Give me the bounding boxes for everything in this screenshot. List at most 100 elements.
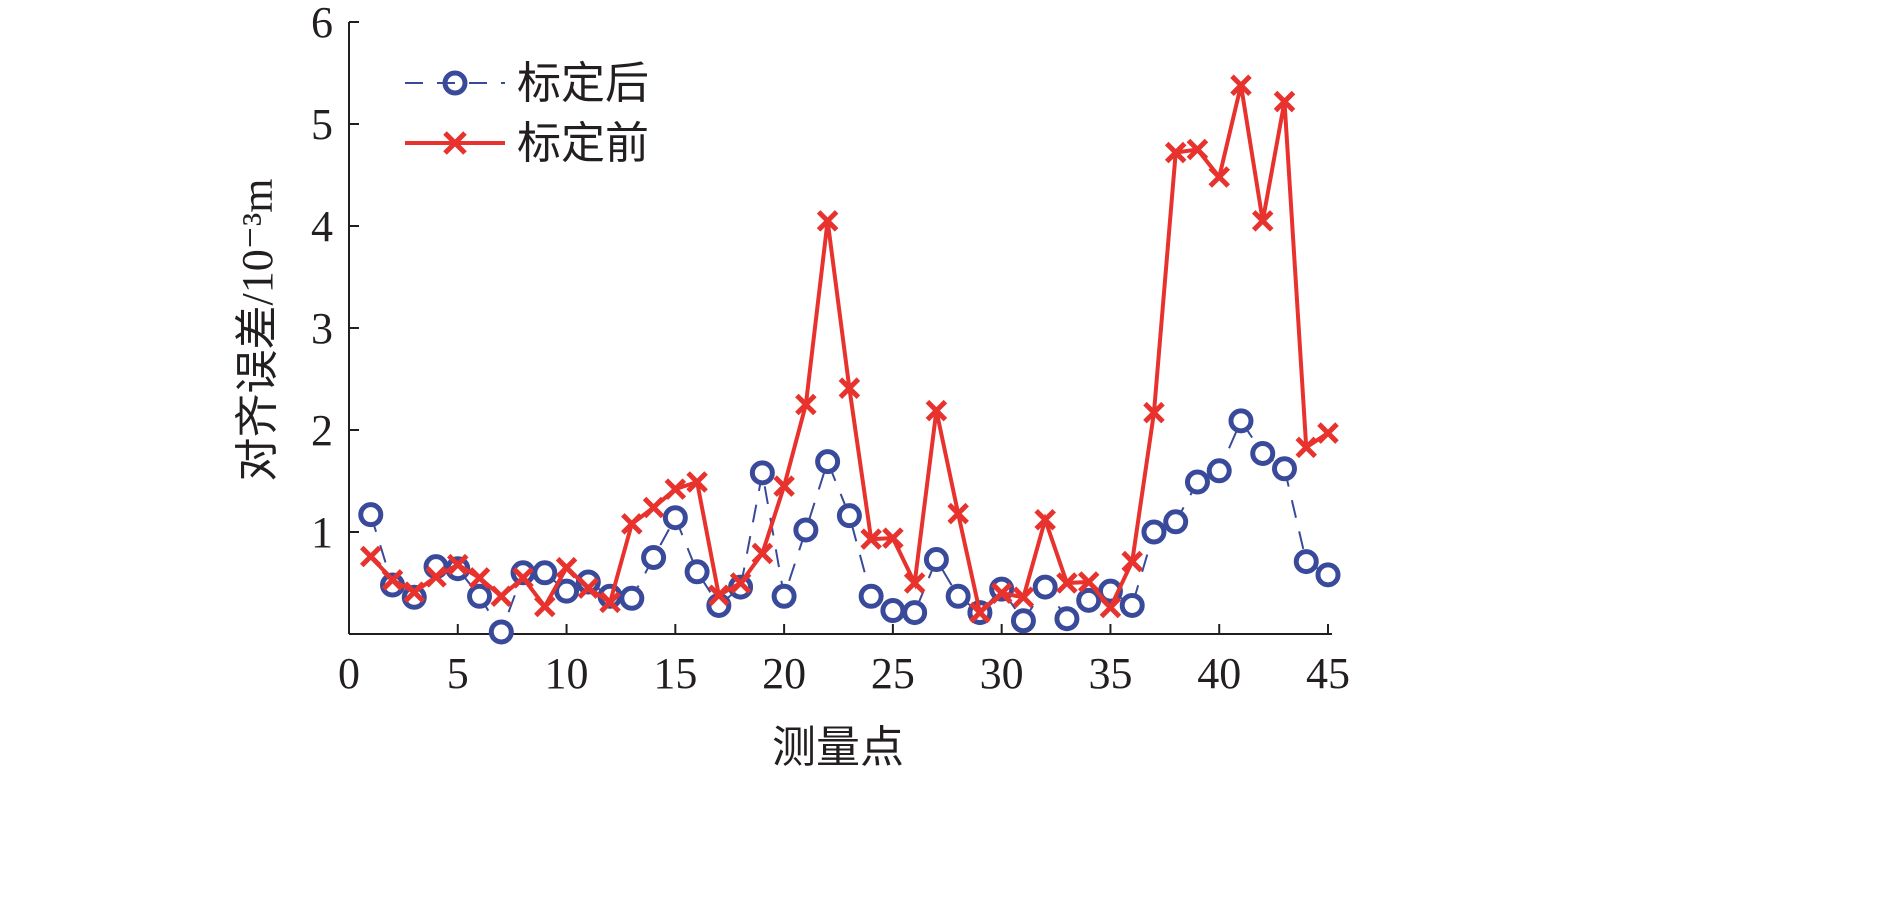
series-before: [359, 74, 1339, 624]
data-point: [447, 553, 469, 576]
legend-marker-circle: [442, 70, 468, 96]
data-point: [534, 595, 556, 618]
data-point: [359, 545, 382, 568]
data-point: [902, 600, 928, 626]
data-point: [815, 449, 841, 475]
legend-item-after: 标定后: [405, 59, 649, 108]
data-point: [1295, 436, 1318, 459]
x-tick-label: 15: [653, 649, 697, 698]
data-point: [836, 503, 862, 529]
legend-marker-x: [443, 131, 467, 155]
data-point: [381, 569, 404, 591]
data-point: [403, 581, 426, 603]
data-point: [619, 585, 645, 611]
data-point: [575, 569, 601, 595]
data-point: [1032, 574, 1058, 600]
data-point: [1034, 508, 1056, 531]
y-tick-label: 1: [311, 508, 333, 557]
data-point: [858, 583, 884, 609]
data-point: [488, 619, 514, 645]
data-point: [1250, 440, 1276, 466]
data-point: [925, 399, 948, 422]
data-point: [401, 584, 427, 610]
data-point: [664, 478, 687, 500]
data-point: [358, 502, 384, 528]
x-tick-label: 5: [447, 649, 469, 698]
data-point: [708, 584, 730, 607]
x-tick-label: 40: [1197, 649, 1241, 698]
data-point: [880, 598, 906, 624]
data-point: [1012, 586, 1035, 609]
y-tick-label: 6: [311, 0, 333, 47]
data-point: [1054, 606, 1080, 632]
data-point: [969, 601, 991, 624]
data-point: [793, 517, 819, 543]
legend-label-after: 标定后: [517, 59, 649, 108]
data-point: [882, 527, 904, 549]
data-point: [795, 393, 817, 416]
data-point: [751, 542, 774, 565]
data-point: [1141, 519, 1167, 545]
data-point: [532, 560, 558, 586]
data-point: [947, 502, 969, 525]
data-point: [1251, 210, 1274, 232]
data-point: [512, 567, 534, 589]
data-point: [771, 583, 797, 609]
data-point: [1163, 509, 1189, 535]
data-point: [642, 496, 665, 519]
data-point: [1184, 469, 1210, 495]
data-point: [923, 547, 949, 573]
x-tick-label: 45: [1306, 649, 1350, 698]
data-point: [662, 505, 688, 531]
y-axis-label: 对齐误差/10⁻³m: [233, 179, 282, 482]
data-point: [1164, 141, 1187, 164]
x-axis-label: 测量点: [772, 723, 904, 772]
data-point: [945, 583, 971, 609]
data-point: [1010, 608, 1036, 634]
y-tick-label: 4: [311, 202, 333, 251]
legend-label-before: 标定前: [517, 119, 649, 168]
data-point: [686, 471, 708, 493]
data-point: [1076, 587, 1102, 613]
data-point: [1121, 550, 1143, 573]
data-point: [1056, 572, 1078, 594]
x-tick-label: 10: [545, 649, 589, 698]
data-point: [860, 528, 882, 550]
data-point: [1315, 562, 1341, 588]
data-point: [621, 513, 643, 535]
legend-item-before: 标定前: [405, 119, 649, 168]
x-tick-label: 20: [762, 649, 806, 698]
data-point: [467, 583, 493, 609]
series-line: [369, 84, 1330, 617]
data-point: [468, 567, 491, 589]
x-tick-label: 25: [871, 649, 915, 698]
data-point: [816, 210, 839, 232]
data-point: [903, 572, 926, 594]
y-tick-label: 5: [311, 100, 333, 149]
data-point: [1143, 401, 1165, 424]
data-point: [773, 475, 795, 497]
series-after: [358, 408, 1341, 645]
data-point: [555, 556, 578, 579]
data-point: [749, 460, 775, 486]
data-point: [577, 577, 600, 599]
data-point: [599, 591, 621, 614]
x-tick-label: 0: [338, 649, 360, 698]
data-point: [1206, 458, 1232, 484]
data-point: [1208, 166, 1230, 188]
data-point: [1099, 596, 1122, 619]
data-point: [425, 566, 447, 588]
data-point: [1228, 408, 1254, 434]
data-point: [1317, 422, 1339, 444]
y-tick-label: 2: [311, 406, 333, 455]
data-point: [838, 377, 861, 399]
data-point: [490, 585, 513, 608]
data-point: [990, 582, 1013, 604]
data-point: [554, 578, 580, 604]
data-point: [684, 559, 710, 585]
x-tick-label: 35: [1088, 649, 1132, 698]
data-point: [1273, 90, 1296, 113]
y-tick-label: 3: [311, 304, 333, 353]
